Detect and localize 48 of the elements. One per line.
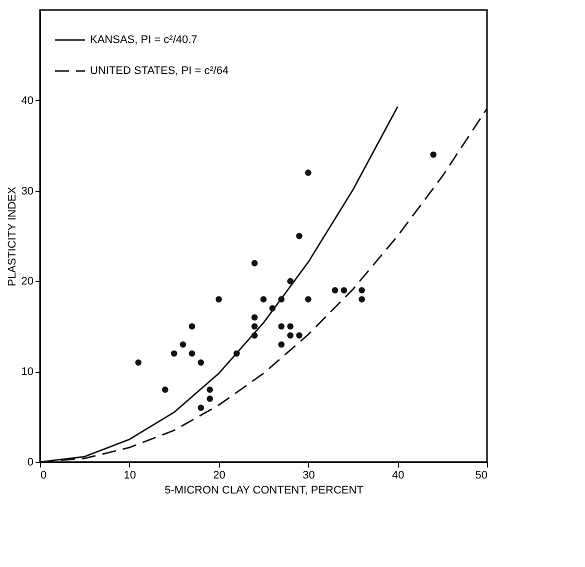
x-tick-label: 40 [392,470,404,482]
legend-label: UNITED STATES, PI = c²/64 [90,65,229,77]
point [206,396,214,402]
point [251,314,258,321]
y-axis-title: PLASTICITY INDEX [6,186,18,286]
point [206,386,214,393]
point [430,151,437,158]
point [260,296,267,302]
x-tick-label: 10 [124,470,136,482]
y-tick-label: 0 [27,456,34,468]
point [198,359,204,366]
point [234,350,240,357]
point [269,305,276,312]
point [340,287,348,294]
point [251,332,258,339]
x-tick-label: 50 [475,470,488,482]
legend-label: KANSAS, PI = c²/40.7 [90,34,198,46]
point [278,296,285,302]
point [358,296,365,302]
point [358,287,365,294]
point [296,332,302,339]
y-tick-label: 10 [21,366,34,378]
x-tick-label: 30 [302,470,315,482]
point [305,170,312,176]
y-tick-label: 20 [21,276,34,288]
x-tick-label: 0 [40,470,47,482]
point [305,296,312,302]
point [170,350,178,357]
point [135,359,142,366]
point [188,350,196,357]
y-tick-label: 40 [21,94,34,107]
point [251,323,258,330]
y-tick-label: 30 [21,185,34,198]
point [287,278,294,284]
point [296,232,302,240]
point [287,332,294,339]
point [278,323,285,330]
point [198,404,204,411]
point [287,323,294,330]
point [180,341,186,348]
point [216,296,222,302]
point [162,386,168,393]
point [332,287,338,294]
x-tick-label: 20 [213,470,226,482]
x-axis-title: 5-MICRON CLAY CONTENT, PERCENT [164,484,364,496]
point [251,260,258,266]
point [188,323,196,330]
point [278,341,285,348]
